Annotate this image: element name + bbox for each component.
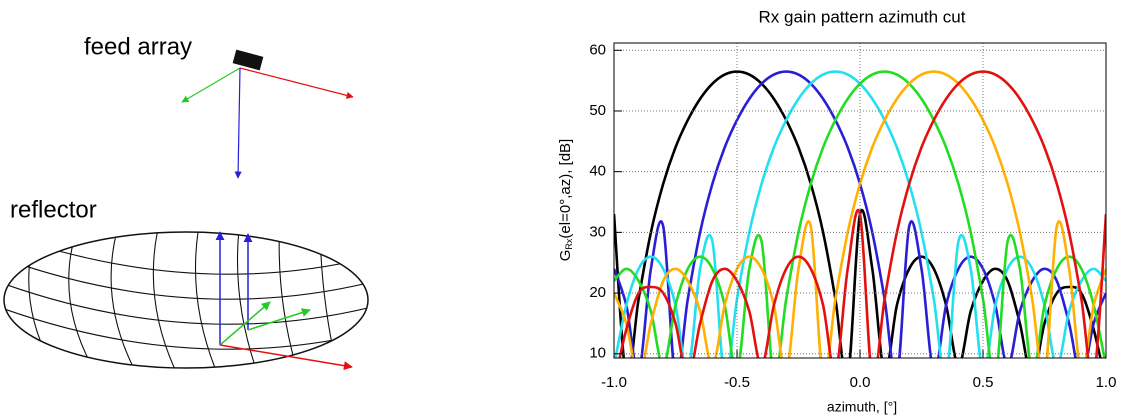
x-axis-label: azimuth, [°]: [827, 399, 897, 415]
reflector-grid: [4, 232, 368, 368]
y-label-sub: Rx: [564, 238, 574, 249]
axis-arrow: [247, 308, 311, 331]
y-axis-label: GRx(el=0°,az), [dB]: [557, 139, 574, 261]
x-tick-label: 0.0: [850, 374, 871, 391]
x-tick-label: -1.0: [601, 374, 627, 391]
plot-frame: [613, 42, 1107, 359]
y-label-main: G: [557, 250, 574, 262]
label: feed array: [84, 33, 192, 60]
chart-title: Rx gain pattern azimuth cut: [759, 7, 966, 26]
series-line: [618, 70, 1106, 358]
y-tick-label: 20: [589, 284, 606, 301]
series-line: [614, 70, 1106, 358]
x-tick-label: -0.5: [724, 374, 750, 391]
axis-arrow: [234, 67, 242, 179]
plot-lines: [614, 70, 1106, 358]
feed: [232, 49, 264, 71]
y-tick-label: 30: [589, 223, 606, 240]
y-label-rest: (el=0°,az), [dB]: [557, 139, 574, 239]
y-tick-label: 60: [589, 41, 606, 58]
axis-arrow: [219, 344, 353, 371]
x-tick-label: 0.5: [973, 374, 994, 391]
y-tick-label: 50: [589, 102, 606, 119]
axis-arrow: [181, 67, 241, 103]
x-tick-label: 1.0: [1096, 374, 1117, 391]
axis-arrow: [239, 67, 354, 99]
reflector-rim: [3, 231, 369, 369]
series-line: [614, 70, 1102, 358]
label: reflector: [10, 196, 97, 223]
y-tick-label: 40: [589, 163, 606, 180]
y-tick-label: 10: [589, 345, 606, 362]
series-line: [614, 70, 1106, 358]
diagram: feed array reflector: [3, 33, 369, 371]
axis-arrow: [219, 301, 271, 346]
